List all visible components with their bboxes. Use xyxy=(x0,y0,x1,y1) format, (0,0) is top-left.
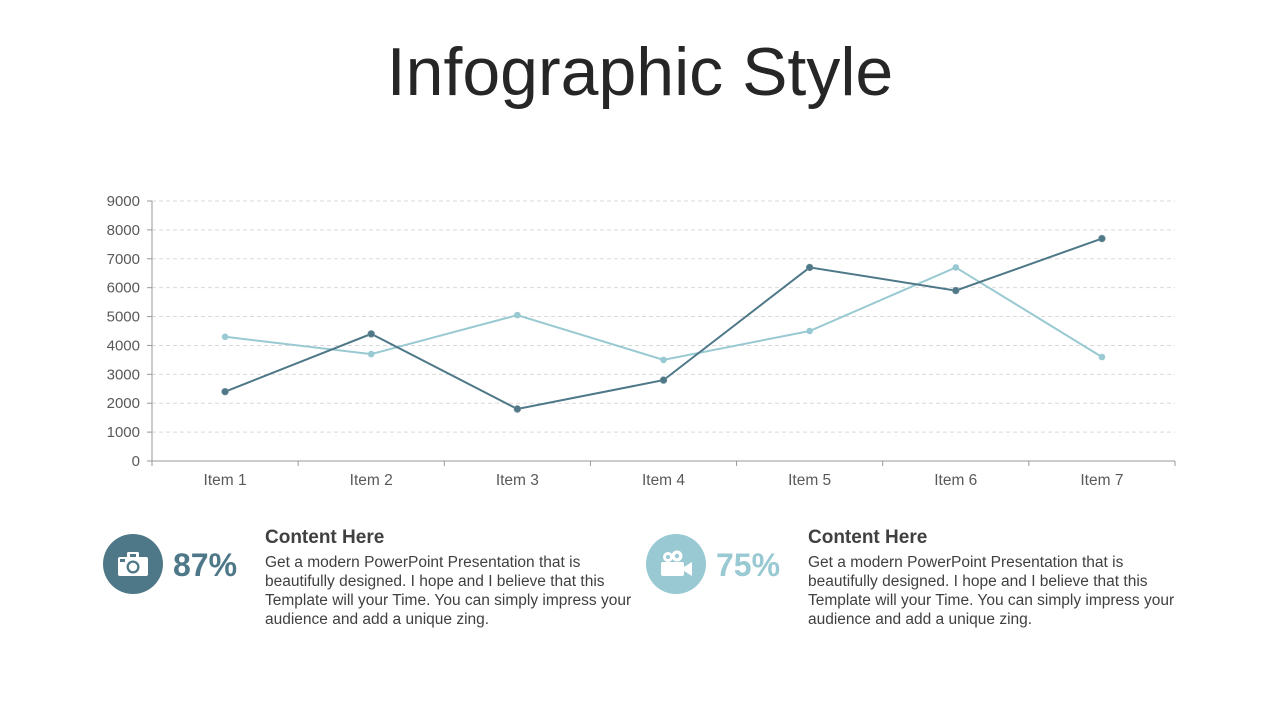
data-point xyxy=(1098,234,1106,243)
x-tick-label: Item 4 xyxy=(642,472,685,489)
y-tick-label: 7000 xyxy=(107,251,140,268)
x-tick-label: Item 2 xyxy=(350,472,393,489)
data-point xyxy=(221,333,229,341)
x-tick-label: Item 7 xyxy=(1080,472,1123,489)
y-tick-label: 0 xyxy=(132,453,140,470)
data-point xyxy=(1098,353,1106,361)
line-chart: 0 1000 2000 3000 4000 5000 6000 7000 8000 9000 Ite… xyxy=(107,193,1176,489)
y-tick-label: 4000 xyxy=(107,337,140,354)
stat-percent: 75% xyxy=(716,547,781,583)
data-point xyxy=(221,387,229,396)
stat-heading: Content Here xyxy=(808,527,928,548)
y-tick-label: 5000 xyxy=(107,309,140,326)
y-tick-label: 2000 xyxy=(107,395,140,412)
data-point xyxy=(805,263,814,272)
data-point xyxy=(952,264,960,271)
page-title: Infographic Style xyxy=(386,34,894,110)
data-point xyxy=(806,327,813,335)
video-camera-icon-circle xyxy=(646,534,706,594)
x-tick-label: Item 3 xyxy=(496,472,539,489)
video-camera-icon xyxy=(661,550,692,576)
stat-percent: 87% xyxy=(173,547,238,583)
series-line-2 xyxy=(224,266,1103,361)
y-tick-label: 6000 xyxy=(107,280,140,297)
y-tick-label: 3000 xyxy=(107,366,140,383)
data-point xyxy=(367,330,375,338)
x-tick-label: Item 6 xyxy=(934,472,977,489)
data-point xyxy=(952,286,960,295)
x-tick-label: Item 1 xyxy=(204,472,247,489)
stat-body: Get a modern PowerPoint Presentation tha… xyxy=(265,554,632,628)
data-point xyxy=(513,405,522,413)
camera-icon xyxy=(118,552,148,576)
y-tick-label: 9000 xyxy=(107,193,140,210)
camera-icon-circle xyxy=(103,534,163,594)
x-tick-label: Item 5 xyxy=(788,472,831,489)
y-tick-label: 1000 xyxy=(107,424,140,441)
data-point xyxy=(367,350,375,358)
data-point xyxy=(660,356,667,364)
stat-body: Get a modern PowerPoint Presentation tha… xyxy=(808,554,1175,628)
data-point xyxy=(659,376,668,384)
y-tick-label: 8000 xyxy=(107,222,140,239)
stat-heading: Content Here xyxy=(265,527,385,548)
data-point xyxy=(514,311,521,319)
